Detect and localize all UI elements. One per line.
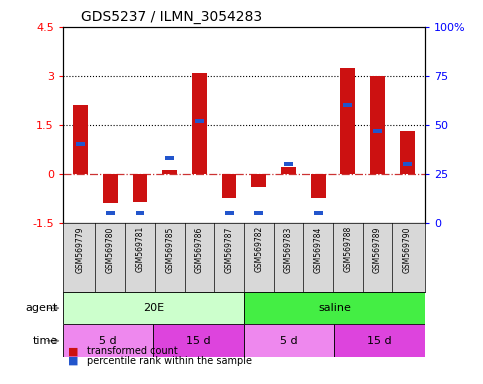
Text: GSM569788: GSM569788: [343, 226, 352, 272]
Bar: [195, 119, 204, 123]
Text: GSM569787: GSM569787: [225, 226, 234, 273]
Text: ■: ■: [68, 356, 78, 366]
Text: 5 d: 5 d: [281, 336, 298, 346]
Bar: [284, 162, 293, 166]
Text: 20E: 20E: [143, 303, 164, 313]
Bar: [313, 211, 323, 215]
Text: percentile rank within the sample: percentile rank within the sample: [87, 356, 252, 366]
Bar: [132, 174, 147, 202]
Bar: [73, 105, 88, 174]
Bar: [222, 174, 237, 198]
Bar: [403, 162, 412, 166]
Text: GSM569789: GSM569789: [373, 226, 382, 273]
Bar: [165, 156, 174, 160]
Bar: [103, 174, 118, 203]
Text: GSM569786: GSM569786: [195, 226, 204, 273]
Text: GSM569780: GSM569780: [106, 226, 115, 273]
Bar: [106, 211, 115, 215]
Bar: [136, 211, 144, 215]
Bar: [192, 73, 207, 174]
Bar: [251, 174, 266, 187]
Text: GSM569784: GSM569784: [313, 226, 323, 273]
Bar: [244, 324, 334, 357]
Bar: [311, 174, 326, 198]
Text: transformed count: transformed count: [87, 346, 178, 356]
Bar: [154, 324, 244, 357]
Text: GSM569783: GSM569783: [284, 226, 293, 273]
Bar: [76, 142, 85, 146]
Bar: [370, 76, 385, 174]
Bar: [281, 167, 296, 174]
Bar: [335, 324, 425, 357]
Text: 15 d: 15 d: [186, 336, 211, 346]
Text: GSM569790: GSM569790: [403, 226, 412, 273]
Text: GSM569779: GSM569779: [76, 226, 85, 273]
Text: GSM569785: GSM569785: [165, 226, 174, 273]
Bar: [341, 68, 355, 174]
Bar: [162, 170, 177, 174]
Text: agent: agent: [26, 303, 58, 313]
Bar: [244, 292, 425, 324]
Bar: [343, 103, 352, 107]
Bar: [63, 292, 244, 324]
Bar: [225, 211, 233, 215]
Bar: [63, 324, 154, 357]
Bar: [255, 211, 263, 215]
Text: time: time: [33, 336, 58, 346]
Text: GSM569781: GSM569781: [136, 226, 144, 272]
Text: 5 d: 5 d: [99, 336, 117, 346]
Text: 15 d: 15 d: [368, 336, 392, 346]
Text: ■: ■: [68, 346, 78, 356]
Bar: [400, 131, 414, 174]
Text: saline: saline: [318, 303, 351, 313]
Text: GDS5237 / ILMN_3054283: GDS5237 / ILMN_3054283: [81, 10, 262, 25]
Text: GSM569782: GSM569782: [254, 226, 263, 272]
Bar: [373, 129, 382, 132]
